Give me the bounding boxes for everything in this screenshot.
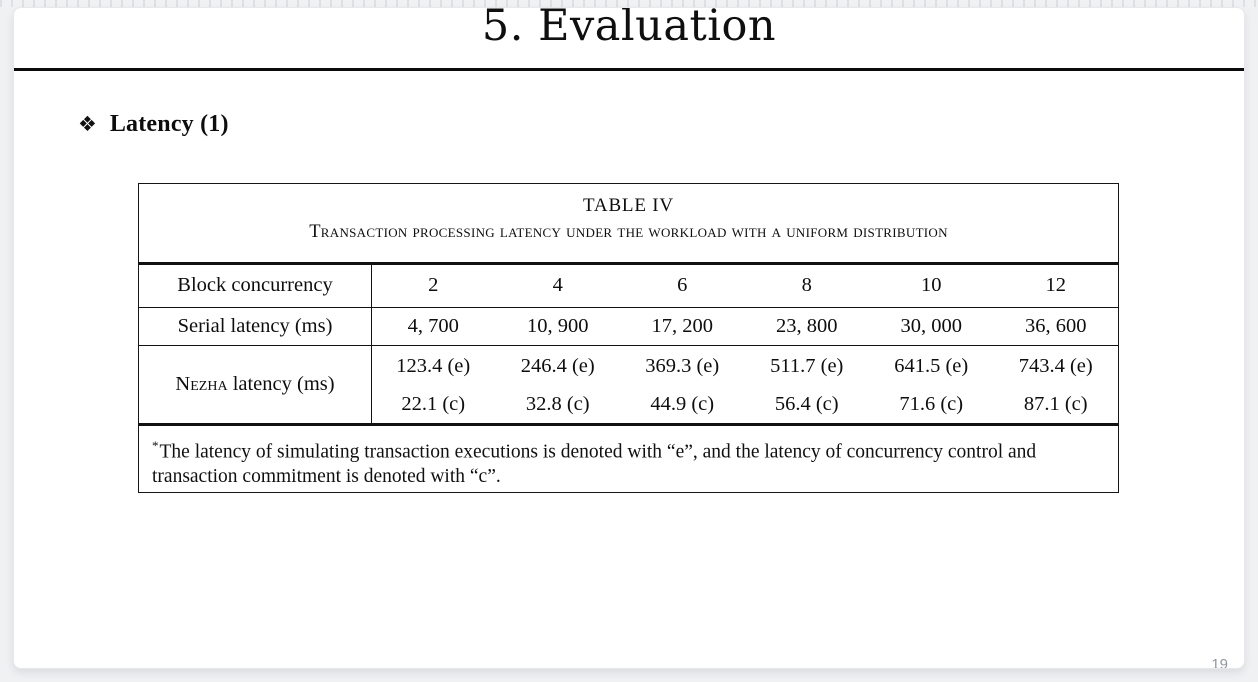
exec-latency-value: 123.4 (e) [396,354,471,377]
header-row-label: Block concurrency [177,274,333,297]
diamond-bullet-icon: ❖ [78,112,97,136]
header-cell: 12 [1045,274,1067,297]
commit-latency-value: 71.6 (c) [899,392,964,415]
table-rule-mid [139,344,1118,347]
data-cell: 17, 200 [651,314,714,337]
serial-latency-row: Serial latency (ms) 4, 700 10, 900 17, 2… [139,308,1118,345]
exec-latency-value: 369.3 (e) [645,354,720,377]
nezha-row-label: Nezha latency (ms) [139,373,371,396]
slide-canvas: 5. Evaluation ❖ Latency (1) TABLE IV Tra… [14,8,1244,668]
exec-latency-value: 641.5 (e) [894,354,969,377]
commit-latency-value: 22.1 (c) [401,392,466,415]
commit-latency-value: 32.8 (c) [525,392,590,415]
commit-latency-value: 87.1 (c) [1023,392,1088,415]
data-cell: 511.7 (e) 56.4 (c) [745,347,870,423]
page-number: 19 [1211,656,1228,668]
footnote-text: The latency of simulating transaction ex… [152,441,1037,488]
table-grid: Block concurrency 2 4 6 8 10 12 Serial l… [139,262,1118,426]
table-footnote: *The latency of simulating transaction e… [139,426,1118,490]
data-cell: 743.4 (e) 87.1 (c) [994,347,1119,423]
footnote-marker: * [152,437,159,453]
top-edge-pattern [0,0,1258,7]
slide-title: 5. Evaluation [481,8,777,51]
table-rule-bottom [139,423,1118,426]
commit-latency-value: 44.9 (c) [650,392,715,415]
data-cell: 369.3 (e) 44.9 (c) [620,347,745,423]
serial-row-label: Serial latency (ms) [177,314,333,337]
table-rule-mid [139,306,1118,308]
table-header-row: Block concurrency 2 4 6 8 10 12 [139,265,1118,307]
exec-latency-value: 743.4 (e) [1018,354,1093,377]
nezha-latency-row: Nezha latency (ms) 123.4 (e) 22.1 (c) 24… [139,346,1118,423]
data-cell: 36, 600 [1025,314,1087,337]
table-caption-number: TABLE IV [583,195,674,216]
data-cell: 641.5 (e) 71.6 (c) [869,347,994,423]
latency-table: TABLE IV Transaction processing latency … [138,183,1119,493]
data-cell: 30, 000 [900,314,963,337]
nezha-label-rest: latency (ms) [227,373,335,396]
header-cell: 6 [677,274,688,297]
data-cell: 123.4 (e) 22.1 (c) [371,347,496,423]
table-rule-top [139,262,1118,265]
data-cell: 4, 700 [407,314,459,337]
data-cell: 246.4 (e) 32.8 (c) [496,347,621,423]
exec-latency-value: 246.4 (e) [520,354,595,377]
header-cell: 4 [552,274,563,297]
commit-latency-value: 56.4 (c) [774,392,839,415]
data-cell: 10, 900 [527,314,589,337]
exec-latency-value: 511.7 (e) [770,354,844,377]
column-divider [371,264,373,424]
bullet-heading: ❖ Latency (1) [78,111,229,138]
bullet-heading-label: Latency (1) [109,111,229,137]
header-cell: 10 [921,274,942,297]
data-cell: 23, 800 [776,314,838,337]
nezha-brand: Nezha [175,373,228,396]
title-divider [14,68,1244,71]
header-cell: 2 [428,274,439,297]
table-caption-title: Transaction processing latency under the… [309,222,948,242]
header-cell: 8 [801,274,812,297]
